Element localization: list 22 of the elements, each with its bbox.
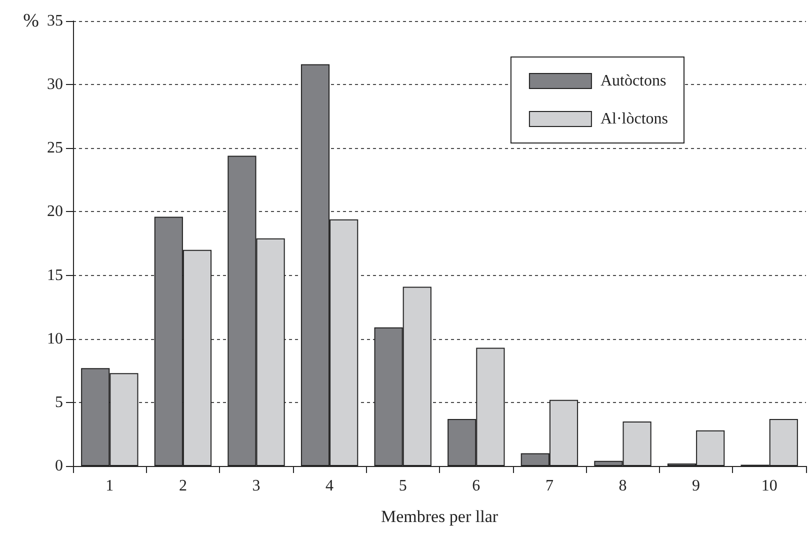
x-tick-label: 2 <box>178 478 187 494</box>
x-tick-label: 6 <box>472 478 480 494</box>
y-tick-label: 10 <box>47 330 63 348</box>
legend-label: Al·lòctons <box>600 110 668 128</box>
y-tick-label: 0 <box>55 458 63 474</box>
x-tick-label: 10 <box>761 478 778 494</box>
x-tick-label: 3 <box>252 478 260 494</box>
x-axis-title: Membres per llar <box>380 507 498 526</box>
x-tick-label: 5 <box>398 478 407 494</box>
x-tick-label: 8 <box>618 478 627 494</box>
y-tick-label: 30 <box>47 76 63 94</box>
y-tick-label: 35 <box>47 12 63 30</box>
x-tick-label: 1 <box>106 478 114 494</box>
x-tick-label: 4 <box>326 478 334 494</box>
y-tick-label: 15 <box>47 266 63 284</box>
y-tick-label: 25 <box>47 140 63 157</box>
legend-label: Autòctons <box>600 72 666 90</box>
x-tick-label: 7 <box>545 478 554 494</box>
y-tick-label: 5 <box>55 394 63 411</box>
x-tick-label: 9 <box>692 478 700 494</box>
y-axis-title: % <box>23 10 40 32</box>
y-tick-label: 20 <box>47 203 63 220</box>
